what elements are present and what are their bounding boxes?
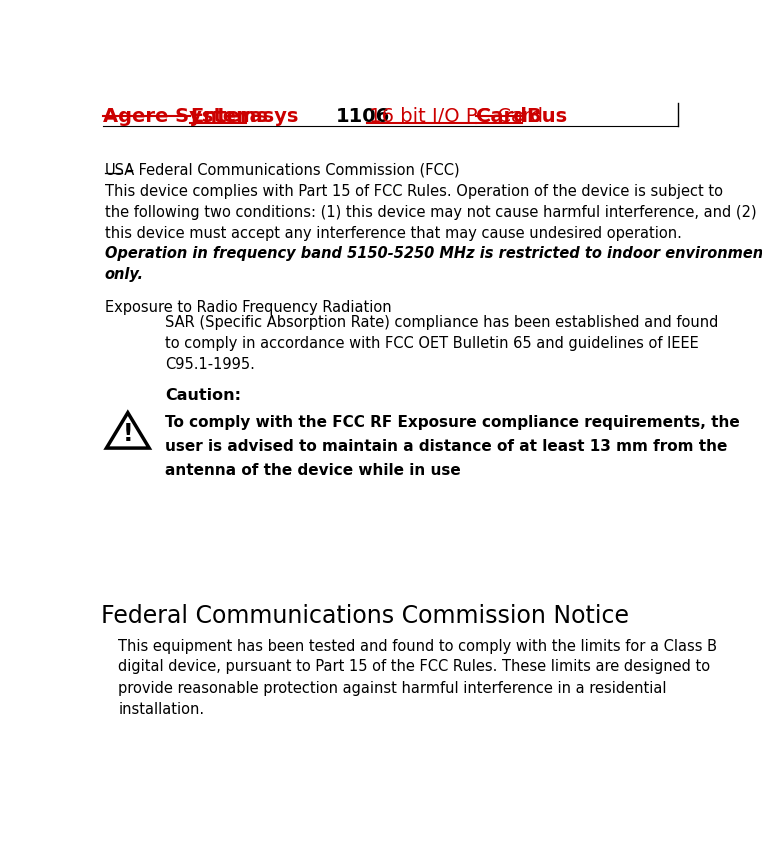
Text: Enterasys: Enterasys bbox=[190, 107, 298, 126]
Text: Federal Communications Commission Notice: Federal Communications Commission Notice bbox=[101, 604, 629, 628]
Text: Exposure to Radio Frequency Radiation: Exposure to Radio Frequency Radiation bbox=[104, 300, 391, 315]
Text: To comply with the FCC RF Exposure compliance requirements, the
user is advised : To comply with the FCC RF Exposure compl… bbox=[165, 415, 740, 478]
Text: SAR (Specific Absorption Rate) compliance has been established and found
to comp: SAR (Specific Absorption Rate) complianc… bbox=[165, 315, 719, 372]
Text: – Federal Communications Commission (FCC): – Federal Communications Commission (FCC… bbox=[123, 163, 460, 178]
Text: This equipment has been tested and found to comply with the limits for a Class B: This equipment has been tested and found… bbox=[119, 638, 718, 717]
Text: Operation in frequency band 5150-5250 MHz is restricted to indoor environments
o: Operation in frequency band 5150-5250 MH… bbox=[104, 246, 762, 282]
Text: !: ! bbox=[123, 423, 133, 446]
Text: CardBus: CardBus bbox=[475, 107, 567, 126]
Text: 1106: 1106 bbox=[335, 107, 389, 126]
Text: USA: USA bbox=[104, 163, 135, 178]
Text: This device complies with Part 15 of FCC Rules. Operation of the device is subje: This device complies with Part 15 of FCC… bbox=[104, 184, 756, 241]
Text: 16 bit I/O PC Card: 16 bit I/O PC Card bbox=[363, 107, 543, 126]
Text: Agere Systems: Agere Systems bbox=[103, 107, 268, 126]
Text: Caution:: Caution: bbox=[165, 388, 241, 403]
